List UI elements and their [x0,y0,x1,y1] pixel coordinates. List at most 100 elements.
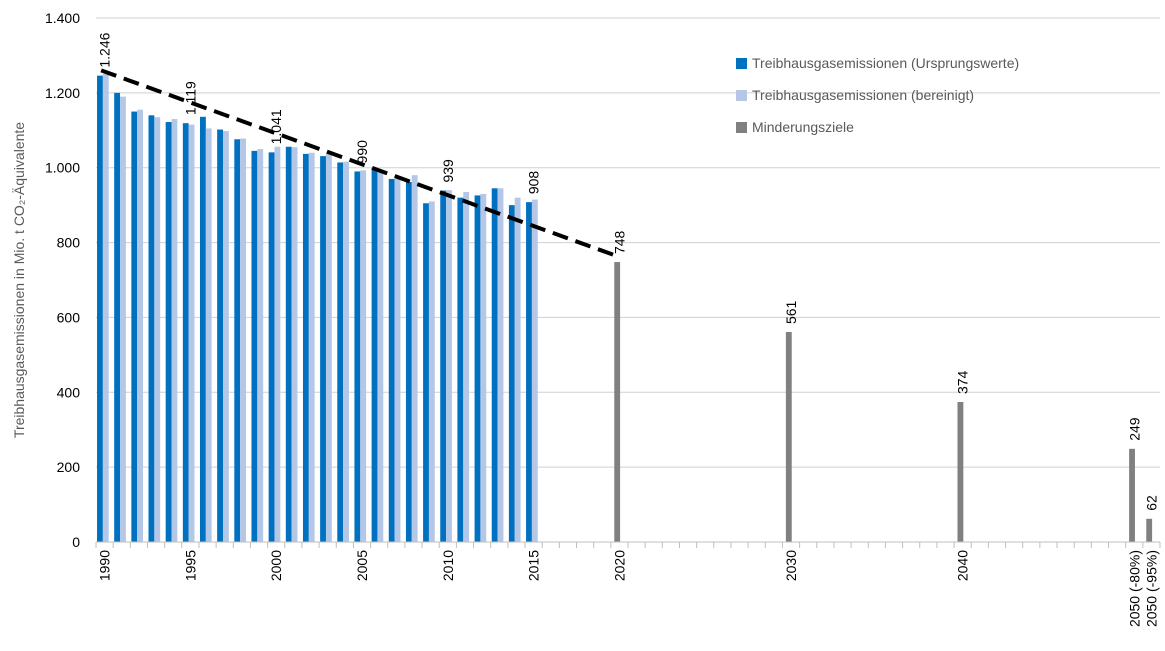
bar-ursprungswerte [475,195,481,542]
bar-ursprungswerte [389,179,395,542]
bar-ursprungswerte [372,168,378,542]
data-label: 1.119 [182,81,198,115]
bar-bereinigt [309,153,315,542]
data-label: 1.246 [97,32,113,67]
legend-label: Minderungsziele [752,119,854,135]
bar-ursprungswerte [183,123,189,542]
bar-bereinigt [360,170,366,542]
bar-minderungsziel [614,262,620,542]
y-tick-label: 1.400 [45,10,80,26]
bar-bereinigt [446,190,452,542]
data-label: 249 [1126,417,1142,441]
bar-bereinigt [377,170,383,542]
bar-bereinigt [292,147,298,542]
bar-ursprungswerte [269,152,275,542]
legend-swatch [736,90,747,101]
y-tick-label: 800 [57,235,81,251]
bar-ursprungswerte [457,198,463,542]
bar-ursprungswerte [286,147,292,542]
bar-ursprungswerte [406,182,412,542]
x-axis-ticks: 1990 1995 2000 2005 2010 2015 2020 2030 2040 2050… [97,550,1160,627]
data-label: 748 [611,230,627,254]
x-tick-label: 2010 [440,550,456,581]
bar-ursprungswerte [526,202,532,542]
bar-ursprungswerte [423,203,429,542]
bar-bereinigt [463,192,469,542]
bar-ursprungswerte [320,156,326,542]
legend-swatch [736,122,747,133]
bar-bereinigt [480,194,486,542]
bar-ursprungswerte [251,151,257,542]
data-label: 908 [526,171,542,195]
bar-ursprungswerte [337,162,343,542]
bar-ursprungswerte [440,191,446,542]
y-tick-label: 400 [57,384,81,400]
y-tick-label: 600 [57,309,81,325]
x-tick-label: 1995 [182,550,198,581]
bar-bereinigt [137,110,143,542]
bar-ursprungswerte [166,122,172,542]
bar-bereinigt [498,188,504,542]
bar-ursprungswerte [131,112,137,542]
bar-ursprungswerte [217,130,223,542]
bar-minderungsziel [1146,519,1152,542]
bar-ursprungswerte [303,154,309,542]
x-tick-label: 2030 [783,550,799,581]
x-axis [96,542,1160,548]
x-tick-label: 2050 (-95%) [1143,550,1159,627]
bar-bereinigt [240,139,246,542]
x-tick-label: 1990 [97,550,113,581]
x-tick-label: 2015 [526,550,542,581]
data-label: 561 [783,300,799,324]
data-label: 374 [955,370,971,394]
bar-bereinigt [257,149,263,542]
bar-bereinigt [189,125,195,542]
data-label: 1.041 [268,109,284,144]
legend-swatch [736,58,747,69]
x-tick-label: 2000 [268,550,284,581]
bar-bereinigt [532,200,538,542]
bars [97,74,1152,542]
bar-bereinigt [154,117,160,542]
bar-bereinigt [172,119,178,542]
bar-bereinigt [274,147,280,542]
bar-bereinigt [206,128,212,542]
bar-bereinigt [120,97,126,542]
bar-bereinigt [515,198,521,542]
y-tick-label: 1.000 [45,160,80,176]
legend-label: Treibhausgasemissionen (bereinigt) [752,87,974,103]
y-tick-label: 1.200 [45,85,80,101]
x-tick-label: 2040 [955,550,971,581]
y-tick-label: 0 [72,534,80,550]
data-label: 990 [354,140,370,164]
bar-ursprungswerte [354,171,360,542]
y-axis-ticks: 0 200 400 600 800 1.000 1.200 1.400 [45,10,80,550]
bar-bereinigt [429,201,435,542]
data-label: 939 [440,159,456,183]
bar-bereinigt [223,131,229,542]
legend: Treibhausgasemissionen (Ursprungswerte) T… [736,55,1019,135]
bar-bereinigt [412,175,418,542]
bar-ursprungswerte [234,139,240,542]
bar-ursprungswerte [114,93,120,542]
bar-ursprungswerte [509,205,515,542]
bar-minderungsziel [786,332,792,542]
x-tick-label: 2050 (-80%) [1126,550,1142,627]
bar-bereinigt [395,176,401,542]
bar-ursprungswerte [492,188,498,542]
x-tick-label: 2020 [611,550,627,581]
bar-bereinigt [326,153,332,542]
bar-minderungsziel [1129,449,1135,542]
x-tick-label: 2005 [354,550,370,581]
bar-minderungsziel [957,402,963,542]
bar-ursprungswerte [97,76,103,542]
bar-ursprungswerte [149,115,155,542]
legend-label: Treibhausgasemissionen (Ursprungswerte) [752,55,1019,71]
y-axis-label: Treibhausgasemissionen in Mio. t CO₂-Äqu… [11,122,27,438]
data-label: 62 [1143,495,1159,511]
bar-ursprungswerte [200,117,206,542]
bar-bereinigt [103,74,109,542]
bar-bereinigt [343,162,349,542]
